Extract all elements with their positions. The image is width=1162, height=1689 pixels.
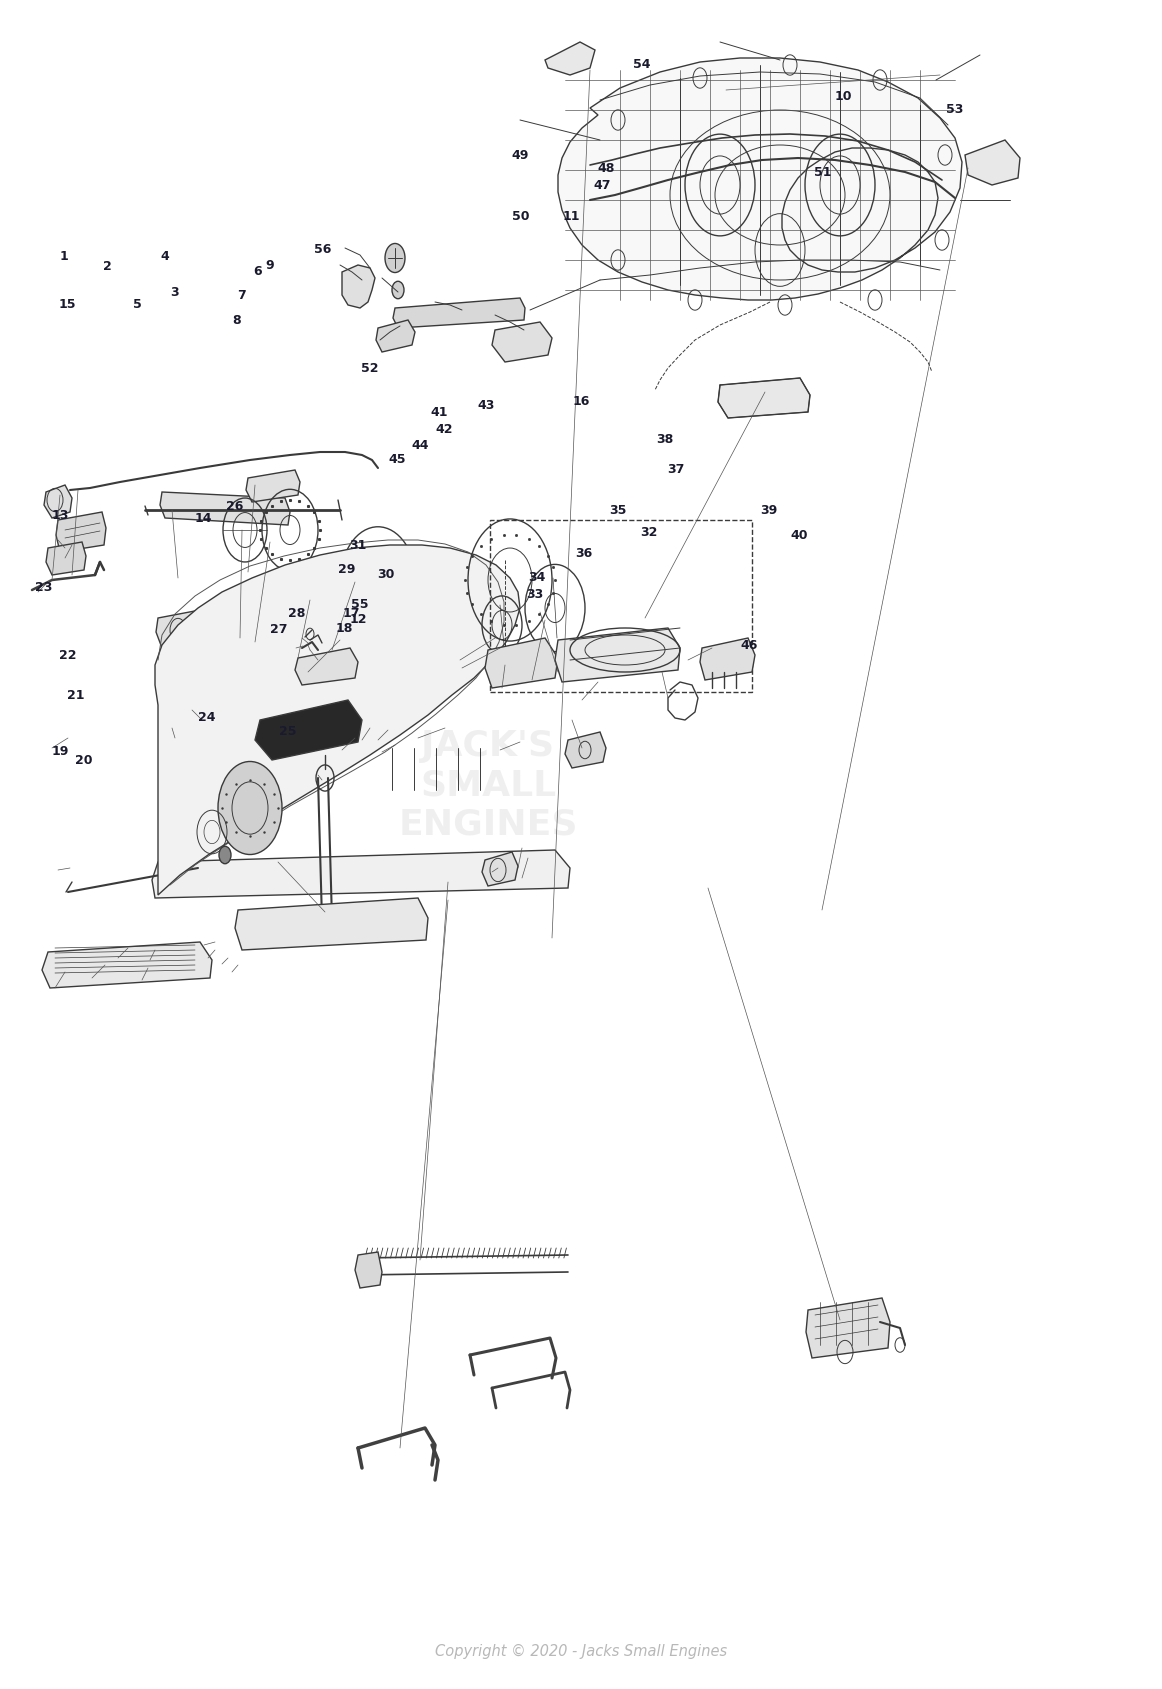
- Text: 1: 1: [59, 250, 69, 263]
- Text: 53: 53: [947, 103, 963, 117]
- Text: 10: 10: [834, 90, 853, 103]
- Text: 48: 48: [598, 162, 615, 176]
- Circle shape: [392, 282, 404, 299]
- Text: 34: 34: [529, 571, 545, 584]
- Text: 40: 40: [790, 529, 809, 542]
- Polygon shape: [376, 319, 415, 351]
- Polygon shape: [558, 57, 962, 301]
- Text: 43: 43: [478, 399, 494, 412]
- Text: 52: 52: [360, 361, 379, 375]
- Text: 13: 13: [52, 508, 69, 522]
- Text: 19: 19: [52, 745, 69, 758]
- Text: 28: 28: [288, 606, 304, 620]
- Text: 56: 56: [315, 243, 331, 257]
- Text: 54: 54: [632, 57, 651, 71]
- Text: 17: 17: [342, 606, 360, 620]
- Text: 45: 45: [388, 453, 407, 466]
- Text: 3: 3: [170, 285, 179, 299]
- Polygon shape: [342, 265, 375, 307]
- Bar: [490, 520, 752, 692]
- Polygon shape: [485, 638, 558, 687]
- Polygon shape: [492, 323, 552, 361]
- Text: 22: 22: [58, 649, 77, 662]
- Text: 37: 37: [668, 463, 684, 476]
- Polygon shape: [44, 485, 72, 519]
- Text: 26: 26: [227, 500, 243, 513]
- Circle shape: [218, 762, 282, 855]
- Text: 8: 8: [232, 314, 242, 328]
- Polygon shape: [482, 851, 518, 887]
- Text: 25: 25: [279, 725, 297, 738]
- Text: 20: 20: [74, 753, 93, 767]
- Polygon shape: [46, 542, 86, 574]
- Text: 6: 6: [253, 265, 263, 279]
- Polygon shape: [254, 699, 363, 760]
- Text: 9: 9: [265, 258, 274, 272]
- Text: 50: 50: [511, 209, 530, 223]
- Polygon shape: [160, 491, 290, 525]
- Text: 49: 49: [512, 149, 529, 162]
- Polygon shape: [42, 942, 211, 988]
- Text: 38: 38: [657, 432, 673, 446]
- Polygon shape: [964, 140, 1020, 186]
- Text: 18: 18: [336, 622, 352, 635]
- Polygon shape: [155, 546, 521, 895]
- Text: 7: 7: [237, 289, 246, 302]
- Text: 29: 29: [338, 562, 354, 576]
- Text: 33: 33: [526, 588, 543, 601]
- Text: 32: 32: [640, 525, 657, 539]
- Polygon shape: [545, 42, 595, 74]
- Polygon shape: [555, 628, 680, 682]
- Polygon shape: [700, 638, 755, 681]
- Text: 15: 15: [58, 297, 77, 311]
- Text: 55: 55: [351, 598, 370, 611]
- Text: 51: 51: [813, 166, 832, 179]
- Text: 36: 36: [575, 547, 591, 561]
- Text: 14: 14: [194, 512, 213, 525]
- Text: 35: 35: [610, 503, 626, 517]
- Polygon shape: [246, 470, 300, 502]
- Text: 41: 41: [430, 405, 449, 419]
- Text: 2: 2: [102, 260, 112, 274]
- Polygon shape: [156, 610, 208, 649]
- Polygon shape: [393, 297, 525, 328]
- Polygon shape: [56, 512, 106, 552]
- Polygon shape: [318, 573, 385, 620]
- Text: 31: 31: [350, 539, 366, 552]
- Circle shape: [385, 243, 406, 272]
- Polygon shape: [235, 899, 428, 949]
- Polygon shape: [565, 731, 607, 768]
- Text: 24: 24: [198, 711, 216, 725]
- Text: 47: 47: [593, 179, 611, 193]
- Text: Copyright © 2020 - Jacks Small Engines: Copyright © 2020 - Jacks Small Engines: [435, 1645, 727, 1659]
- Text: 46: 46: [741, 638, 758, 652]
- Text: 39: 39: [761, 503, 777, 517]
- Text: JACK'S
SMALL
ENGINES: JACK'S SMALL ENGINES: [399, 730, 578, 841]
- Text: 11: 11: [562, 209, 581, 223]
- Polygon shape: [152, 850, 571, 899]
- Polygon shape: [333, 611, 366, 644]
- Polygon shape: [806, 1299, 890, 1358]
- Text: 16: 16: [573, 395, 589, 409]
- Text: 4: 4: [160, 250, 170, 263]
- Text: 30: 30: [378, 568, 394, 581]
- Text: 5: 5: [132, 297, 142, 311]
- Polygon shape: [356, 1252, 382, 1289]
- Text: 23: 23: [36, 581, 52, 595]
- Text: 44: 44: [411, 439, 430, 453]
- Polygon shape: [295, 649, 358, 686]
- Text: 27: 27: [270, 623, 288, 637]
- Polygon shape: [718, 378, 810, 417]
- Text: 12: 12: [349, 613, 367, 627]
- Text: 42: 42: [435, 422, 453, 436]
- Circle shape: [218, 846, 231, 863]
- Text: 21: 21: [66, 689, 85, 703]
